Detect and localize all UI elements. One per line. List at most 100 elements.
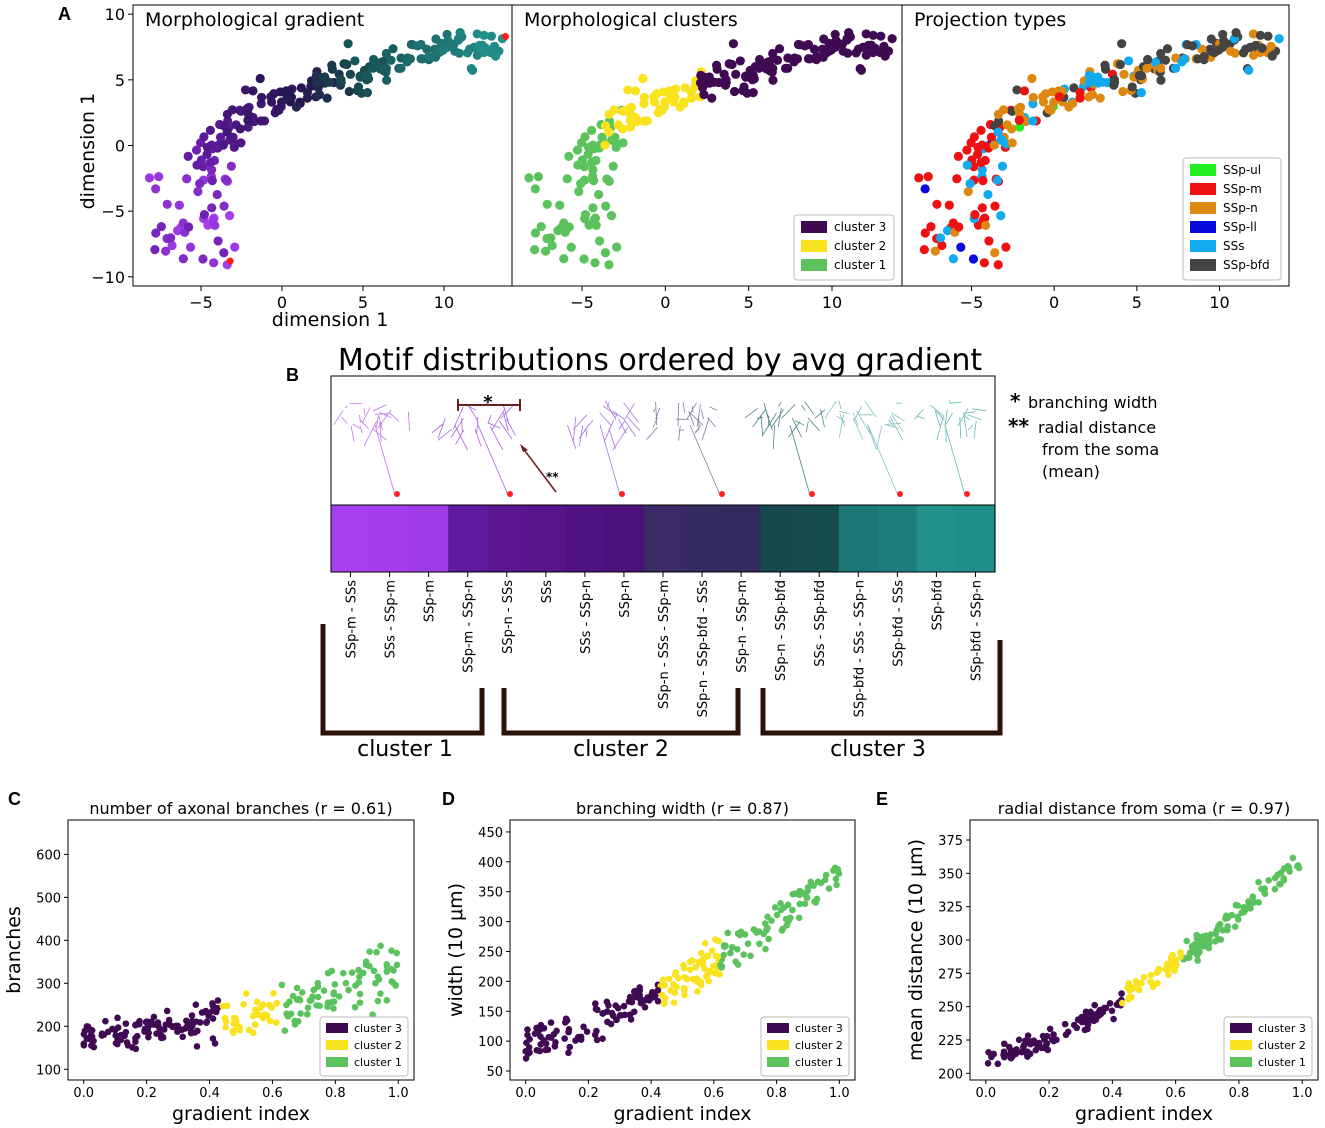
c-point: [233, 1023, 241, 1031]
c-point: [144, 1025, 152, 1032]
c-point: [377, 942, 384, 950]
a3-point: [1187, 41, 1198, 51]
e-point: [1135, 986, 1143, 994]
a2-point: [609, 105, 619, 115]
c-point: [209, 1015, 217, 1022]
e-point: [1005, 1043, 1013, 1051]
a1-ytick-label: −5: [101, 202, 125, 221]
a3-point: [1087, 90, 1098, 100]
motif-bar-16: [955, 505, 996, 572]
a2-point: [721, 74, 731, 85]
c-point: [372, 979, 379, 987]
a1-point: [386, 55, 396, 65]
c-point: [345, 986, 352, 994]
e-point: [1110, 1015, 1117, 1023]
c-ytick-label: 100: [36, 1063, 61, 1078]
d-point: [722, 942, 729, 950]
a3-legend-label: SSp-ul: [1223, 163, 1261, 177]
a3-point: [969, 132, 980, 142]
e-point: [1271, 885, 1279, 893]
c-xtick-label: 0.4: [199, 1086, 220, 1101]
d-point: [683, 975, 691, 983]
neuron-5: [824, 400, 905, 497]
c-point: [362, 961, 370, 969]
c-point: [293, 984, 301, 992]
a3-point: [977, 165, 987, 175]
a2-point: [607, 135, 617, 145]
c-point: [387, 965, 395, 973]
a1-point: [227, 105, 237, 115]
e-point: [1183, 954, 1190, 962]
a2-point: [608, 161, 618, 171]
c-point: [148, 1018, 155, 1025]
d-point: [566, 1043, 574, 1051]
a3-point: [937, 240, 947, 251]
c-point: [132, 1021, 139, 1029]
a3-point: [1170, 63, 1181, 73]
a1-point: [243, 122, 253, 132]
c-point: [320, 987, 328, 995]
d-point: [780, 904, 788, 911]
a1-point: [235, 124, 245, 134]
a3-point: [996, 211, 1006, 221]
c-point: [122, 1020, 130, 1027]
d-xtick-label: 0.4: [641, 1086, 662, 1101]
e-point: [1001, 1053, 1008, 1061]
e-point: [990, 1050, 998, 1058]
a3-point: [1127, 82, 1137, 92]
a1-ylabel: dimension 1: [77, 93, 99, 210]
d-point: [709, 962, 717, 970]
d-point: [620, 1002, 628, 1010]
a2-point: [603, 175, 613, 185]
d-point: [531, 1030, 539, 1037]
a2-point: [768, 63, 778, 73]
a3-point: [977, 203, 987, 213]
d-xtick-label: 0.2: [578, 1086, 599, 1101]
e-point: [1154, 980, 1161, 987]
e-point: [1217, 936, 1225, 943]
e-point: [1049, 1036, 1056, 1043]
note-star-symbol: *: [1010, 389, 1021, 413]
e-point: [1271, 874, 1279, 882]
a1-point: [412, 41, 423, 51]
a3-point: [1007, 138, 1017, 148]
a3-point: [1117, 39, 1127, 49]
a2-point: [564, 222, 574, 232]
a3-point: [1027, 73, 1037, 84]
a3-legend-swatch: [1190, 221, 1216, 233]
a2-point: [880, 51, 890, 61]
a2-point: [861, 29, 871, 39]
a3-legend-label: SSp-ll: [1223, 220, 1257, 234]
chart-e: 0.0 0.2 0.4 0.6 0.8 1.0 200 225 250 275 300 325 350 3…: [905, 799, 1319, 1125]
a1-point: [144, 173, 155, 183]
d-point: [661, 995, 669, 1002]
d-point: [797, 888, 805, 896]
a2-point: [591, 220, 601, 231]
c-point: [284, 1013, 292, 1020]
a2-point: [843, 48, 853, 58]
d-point: [779, 925, 786, 933]
e-point: [1168, 958, 1176, 966]
e-point: [1234, 913, 1241, 921]
e-ytick-label: 350: [938, 867, 963, 882]
c-point: [111, 1026, 119, 1034]
d-point: [593, 1036, 601, 1044]
c-point: [194, 1027, 201, 1035]
d-point: [627, 1016, 635, 1023]
d-ytick-label: 150: [478, 1005, 503, 1020]
neuron-path: [824, 400, 905, 496]
cluster-1-label: cluster 1: [357, 737, 453, 762]
a3-point: [1248, 29, 1259, 39]
a2-point: [768, 75, 778, 85]
e-point: [1043, 1032, 1051, 1040]
a1-point: [225, 135, 236, 145]
c-point: [188, 1012, 196, 1019]
a2-point: [524, 173, 534, 183]
c-point: [240, 1001, 247, 1008]
neuron-path: [744, 401, 826, 496]
a1-point: [193, 186, 203, 197]
e-point: [1125, 994, 1133, 1002]
a3-point: [1069, 83, 1079, 93]
a2-legend-label: cluster 2: [834, 239, 886, 253]
c-point: [335, 993, 343, 1000]
